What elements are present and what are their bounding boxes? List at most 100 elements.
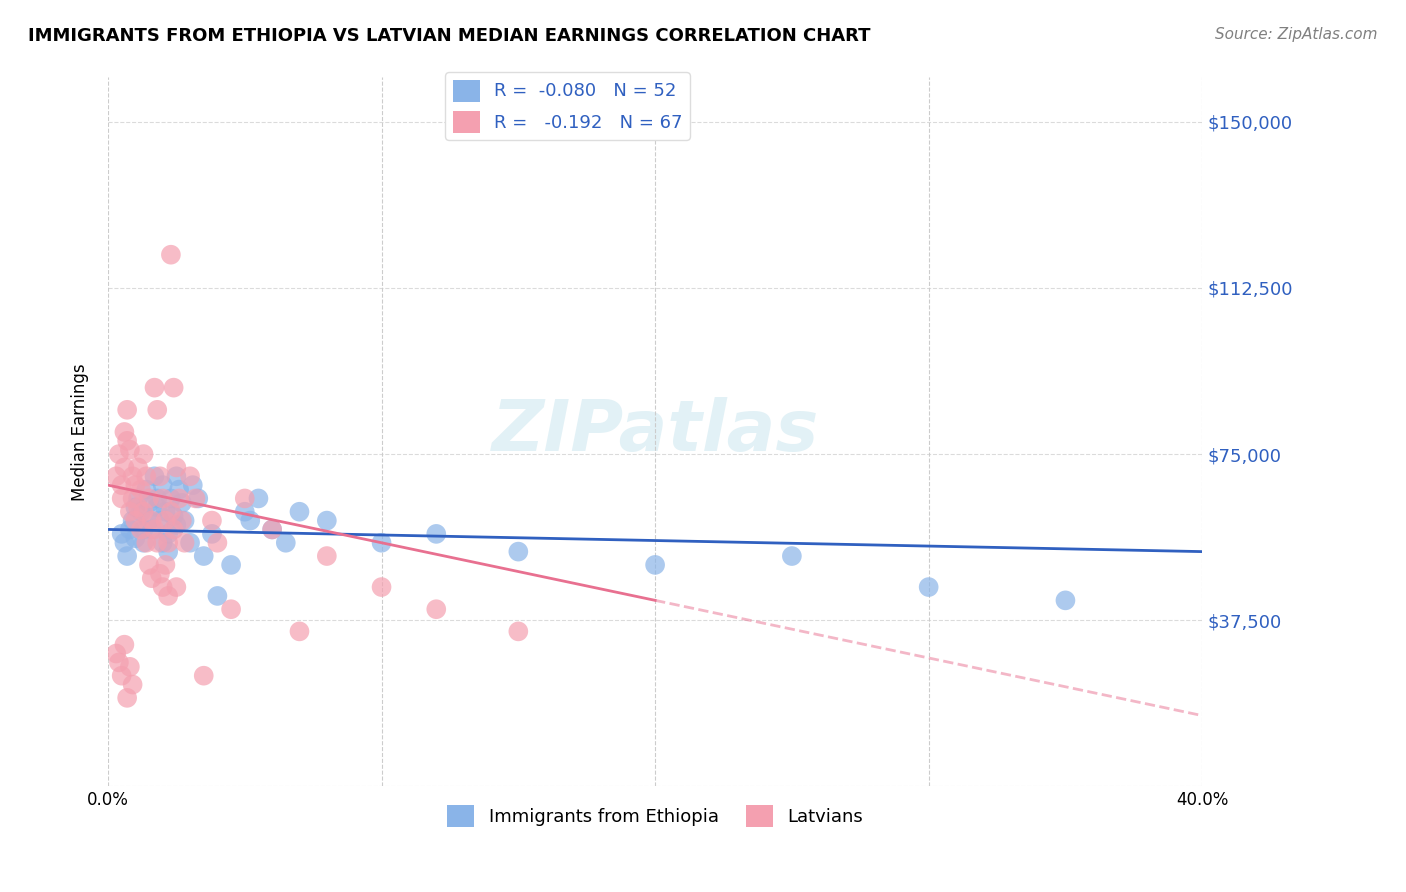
Point (165, 580, 187, 594)
Point (201, 527, 224, 541)
Point (108, 656, 131, 670)
Point (219, 558, 242, 572)
Point (118, 442, 141, 457)
Text: ZIPatlas: ZIPatlas (492, 398, 818, 467)
Point (111, 491, 134, 506)
Point (163, 381, 186, 395)
Point (170, 496, 193, 510)
Point (425, 527, 447, 541)
Point (274, 535, 297, 549)
Point (129, 505, 152, 519)
Point (141, 571, 163, 585)
Point (262, 523, 284, 537)
Point (239, 514, 262, 528)
Point (152, 580, 174, 594)
Point (141, 523, 163, 537)
Point (207, 535, 229, 549)
Point (138, 496, 160, 510)
Point (152, 535, 174, 549)
Point (149, 566, 172, 581)
Point (135, 483, 157, 497)
Point (138, 491, 160, 506)
Point (157, 589, 180, 603)
Text: IMMIGRANTS FROM ETHIOPIA VS LATVIAN MEDIAN EARNINGS CORRELATION CHART: IMMIGRANTS FROM ETHIOPIA VS LATVIAN MEDI… (28, 27, 870, 45)
Point (146, 402, 169, 417)
Point (160, 505, 183, 519)
Point (115, 434, 138, 448)
Point (173, 535, 195, 549)
Point (132, 535, 155, 549)
Point (105, 469, 128, 483)
Point (124, 500, 146, 515)
Point (121, 469, 143, 483)
Point (143, 381, 166, 395)
Point (146, 491, 169, 506)
Point (163, 509, 186, 524)
Point (288, 505, 311, 519)
Point (160, 491, 183, 506)
Y-axis label: Median Earnings: Median Earnings (72, 363, 89, 500)
Point (644, 558, 666, 572)
Point (111, 669, 134, 683)
Point (118, 660, 141, 674)
Point (1054, 593, 1077, 607)
Point (170, 514, 193, 528)
Point (157, 535, 180, 549)
Point (165, 518, 187, 533)
Point (111, 478, 134, 492)
Point (165, 460, 187, 475)
Point (184, 491, 207, 506)
Point (155, 558, 177, 572)
Text: Source: ZipAtlas.com: Source: ZipAtlas.com (1215, 27, 1378, 42)
Point (132, 505, 155, 519)
Point (138, 558, 160, 572)
Point (118, 523, 141, 537)
Point (118, 505, 141, 519)
Point (149, 514, 172, 528)
Point (233, 491, 256, 506)
Point (121, 677, 143, 691)
Point (108, 447, 131, 461)
Point (127, 500, 149, 515)
Point (143, 523, 166, 537)
Point (193, 549, 215, 563)
Point (370, 535, 392, 549)
Point (157, 527, 180, 541)
Point (111, 527, 134, 541)
Point (155, 505, 177, 519)
Point (112, 425, 135, 439)
Point (138, 514, 160, 528)
Point (201, 514, 224, 528)
Point (127, 491, 149, 506)
Point (508, 624, 530, 639)
Point (315, 514, 337, 528)
Point (780, 549, 803, 563)
Point (112, 460, 135, 475)
Point (146, 535, 169, 549)
Point (112, 638, 135, 652)
Point (129, 483, 152, 497)
Point (315, 549, 337, 563)
Point (167, 483, 190, 497)
Point (124, 478, 146, 492)
Point (112, 535, 135, 549)
Point (160, 248, 183, 262)
Point (152, 491, 174, 506)
Point (127, 460, 149, 475)
Point (115, 549, 138, 563)
Point (181, 478, 204, 492)
Point (115, 690, 138, 705)
Legend: Immigrants from Ethiopia, Latvians: Immigrants from Ethiopia, Latvians (440, 797, 870, 834)
Point (262, 523, 284, 537)
Point (219, 602, 242, 616)
Point (135, 535, 157, 549)
Point (173, 514, 195, 528)
Point (165, 469, 187, 483)
Point (155, 514, 177, 528)
Point (132, 523, 155, 537)
Point (121, 491, 143, 506)
Point (247, 491, 270, 506)
Point (425, 602, 447, 616)
Point (115, 402, 138, 417)
Point (167, 491, 190, 506)
